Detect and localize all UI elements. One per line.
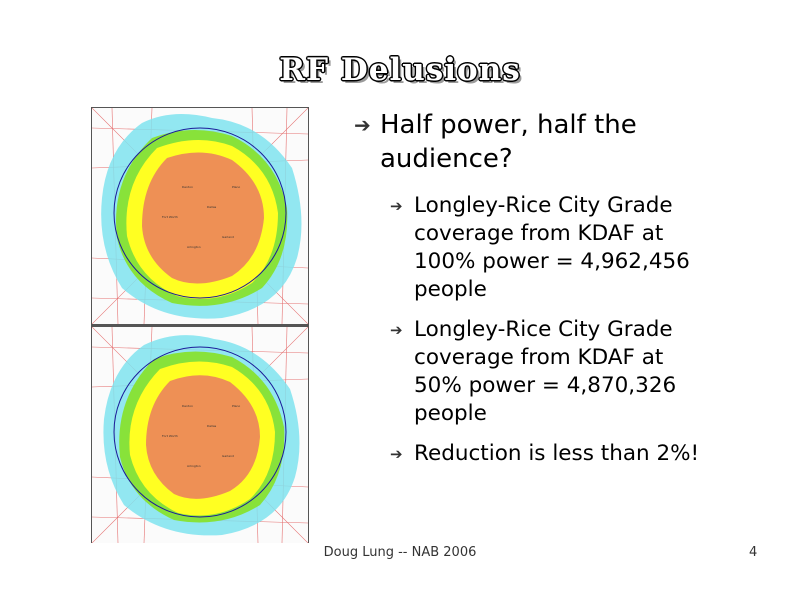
svg-text:Fort Worth: Fort Worth <box>162 215 178 219</box>
svg-text:Dallas: Dallas <box>207 205 217 209</box>
sub-bullet-text: Longley-Rice City Grade coverage from KD… <box>414 317 677 426</box>
sub-bullet-text: Longley-Rice City Grade coverage from KD… <box>414 193 690 302</box>
svg-text:Dallas: Dallas <box>207 424 217 428</box>
bullet-list: ➔ Half power, half the audience? ➔ Longl… <box>350 108 770 480</box>
svg-text:Fort Worth: Fort Worth <box>162 434 178 438</box>
bullet-main: ➔ Half power, half the audience? <box>350 108 770 176</box>
svg-text:Denton: Denton <box>182 185 193 189</box>
sub-bullet: ➔ Reduction is less than 2%! <box>388 440 714 468</box>
coverage-map-icon: Denton Dallas Fort Worth Garland Arlington… <box>92 327 308 543</box>
arrow-bullet-icon: ➔ <box>390 197 403 215</box>
svg-text:Plano: Plano <box>232 404 240 408</box>
page-number: 4 <box>749 545 758 560</box>
svg-text:Plano: Plano <box>232 185 240 189</box>
map-divider <box>92 324 308 327</box>
svg-text:Garland: Garland <box>222 235 234 239</box>
coverage-map-icon: Denton Dallas Fort Worth Garland Arlington… <box>92 108 308 324</box>
svg-text:Arlington: Arlington <box>187 464 201 468</box>
svg-text:Arlington: Arlington <box>187 245 201 249</box>
sub-bullet: ➔ Longley-Rice City Grade coverage from … <box>388 192 714 304</box>
sub-bullet: ➔ Longley-Rice City Grade coverage from … <box>388 316 714 428</box>
coverage-maps-panel: Denton Dallas Fort Worth Garland Arlington… <box>91 107 309 543</box>
arrow-bullet-icon: ➔ <box>390 445 403 463</box>
slide-title: RF Delusions <box>279 52 521 88</box>
slide-footer: Doug Lung -- NAB 2006 <box>323 545 477 560</box>
arrow-bullet-icon: ➔ <box>390 321 403 339</box>
coverage-map-50-percent: Denton Dallas Fort Worth Garland Arlington… <box>92 327 308 543</box>
bullet-main-text: Half power, half the audience? <box>380 110 637 174</box>
sub-bullet-text: Reduction is less than 2%! <box>414 441 700 466</box>
svg-text:Denton: Denton <box>182 404 193 408</box>
coverage-map-100-percent: Denton Dallas Fort Worth Garland Arlington… <box>92 108 308 324</box>
arrow-bullet-icon: ➔ <box>354 113 371 137</box>
svg-text:Garland: Garland <box>222 454 234 458</box>
